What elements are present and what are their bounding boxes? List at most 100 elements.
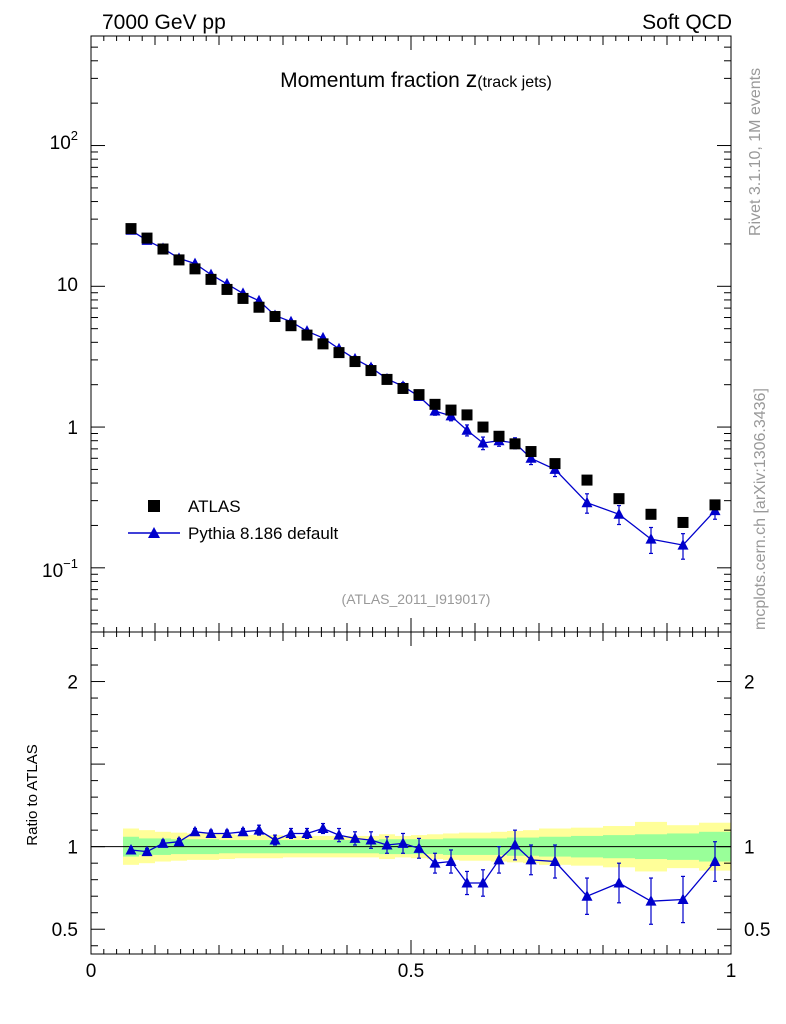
side-source-label: mcplots.cern.ch [arXiv:1306.3436] [752,388,769,630]
ratio-ticks [90,632,732,954]
ytick-label-1: 1 [67,418,78,439]
atlas-point [549,458,561,470]
ratio-point [645,895,657,906]
ratio-point [413,842,425,853]
ratio-point [317,822,329,834]
ratio-point [157,837,169,848]
atlas-point [221,283,233,295]
atlas-point [381,373,393,385]
legend-pythia-label: Pythia 8.186 default [188,524,339,543]
xtick-label-0.5: 0.5 [398,961,424,982]
ratio-point [461,876,473,888]
ratio-point [445,855,457,867]
ratio-ytick-label-2: 2 [67,673,78,694]
ratio-point [333,829,345,840]
pythia-point [645,533,657,544]
ratio-point [525,853,537,865]
pythia-point [461,424,473,435]
ratio-series [125,822,721,925]
ratio-point [549,855,561,867]
ratio-point [365,834,377,845]
ratio-point [125,843,137,855]
ratio-point [173,835,185,847]
atlas-point [509,438,521,450]
ratio-frame [90,631,732,955]
header-energy: 7000 GeV pp [102,11,226,34]
atlas-point [677,516,689,528]
atlas-point [317,338,329,350]
ratio-point [381,839,393,850]
pythia-point [525,452,537,463]
atlas-point [285,320,297,332]
ratio-ytick-label-right-1: 1 [744,838,755,859]
ratio-ytick-label-right-0.5: 0.5 [744,920,770,941]
atlas-series [125,223,721,528]
ratio-point [301,827,313,838]
atlas-point [413,389,425,401]
ratio-y-tick-labels-right: 0.5 1 2 [744,673,770,942]
header-category: Soft QCD [642,11,732,34]
ratio-point [493,853,505,865]
ytick-label-100: 102 [50,128,78,154]
ratio-point [253,824,265,835]
xtick-label-0: 0 [86,961,97,982]
xtick-label-1: 1 [726,961,737,982]
pythia-point [581,496,593,508]
ratio-point [509,839,521,850]
side-rivet-label: Rivet 3.1.10, 1M events [747,68,764,236]
x-tick-labels: 0 0.5 1 [86,961,737,982]
ratio-point [677,893,689,905]
ratio-point [221,827,233,838]
legend-pythia-marker [148,527,160,538]
atlas-point [581,474,593,486]
pythia-point [677,539,689,550]
legend-atlas-label: ATLAS [188,497,241,516]
ratio-ytick-label-right-2: 2 [744,673,755,694]
atlas-point [709,499,721,511]
legend: ATLAS Pythia 8.186 default [128,497,339,543]
ratio-point [189,825,201,837]
atlas-point [429,398,441,410]
atlas-point [141,232,153,244]
ratio-point [237,825,249,837]
atlas-point [397,382,409,394]
atlas-point [333,347,345,359]
ytick-label-0.1: 10−1 [42,556,78,582]
ratio-y-tick-labels-left: 0.5 1 2 [52,673,78,942]
atlas-point [365,365,377,377]
y-tick-labels: 10−1 1 10 102 [42,128,78,582]
main-frame [90,35,732,633]
atlas-point [189,263,201,275]
ratio-point [429,857,441,868]
ratio-ylabel: Ratio to ATLAS [24,744,41,845]
atlas-point [493,430,505,442]
atlas-point [301,329,313,341]
atlas-point [173,254,185,266]
legend-atlas-marker [148,500,160,512]
ratio-point [477,876,489,888]
atlas-point [205,273,217,285]
ratio-point [581,890,593,901]
analysis-label: (ATLAS_2011_I919017) [342,591,491,607]
atlas-point [461,409,473,421]
ratio-point [141,845,153,857]
ratio-point [205,827,217,838]
pythia-point [477,437,489,448]
main-panel: Momentum fraction z(track jets) 10−1 1 1… [42,35,732,633]
atlas-point [125,223,137,235]
atlas-point [349,356,361,368]
ratio-panel: 0.5 1 2 0.5 1 2 Ratio to ATLAS 0 0.5 1 [24,631,770,982]
ratio-point [613,876,625,888]
atlas-point [269,311,281,323]
ytick-label-10: 10 [57,275,78,296]
atlas-point [237,292,249,304]
pythia-point [613,508,625,519]
atlas-point [477,421,489,433]
atlas-point [525,446,537,458]
ratio-ytick-label-0.5: 0.5 [52,920,78,941]
atlas-point [645,508,657,520]
atlas-point [613,493,625,505]
ratio-point [709,855,721,867]
ratio-point [269,834,281,845]
